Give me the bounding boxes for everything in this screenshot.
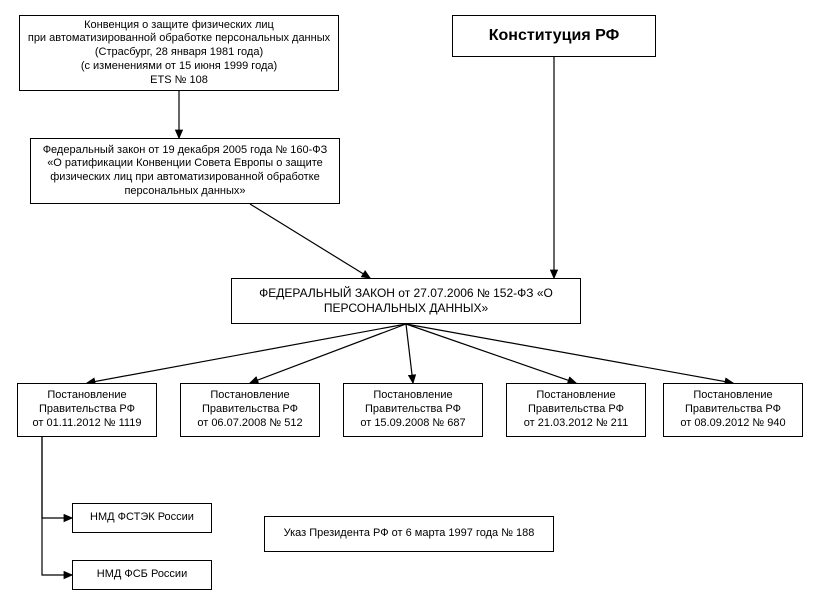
- edge-fz152-decree2: [250, 324, 406, 383]
- node-label: НМД ФСБ России: [97, 568, 187, 582]
- node-fstek: НМД ФСТЭК России: [72, 503, 212, 533]
- node-decree5: Постановление Правительства РФ от 08.09.…: [663, 383, 803, 437]
- edge-fz152-decree1: [87, 324, 406, 383]
- node-constitution: Конституция РФ: [452, 15, 656, 57]
- node-label: Постановление Правительства РФ от 15.09.…: [360, 389, 465, 430]
- edge-decree1-fstek: [42, 437, 72, 518]
- node-decree3: Постановление Правительства РФ от 15.09.…: [343, 383, 483, 437]
- node-fsb: НМД ФСБ России: [72, 560, 212, 590]
- node-label: Конвенция о защите физических лиц при ав…: [28, 19, 330, 88]
- edge-ratification-fz152: [250, 204, 370, 278]
- edge-decree1-fsb: [42, 437, 72, 575]
- node-decree1: Постановление Правительства РФ от 01.11.…: [17, 383, 157, 437]
- node-label: Постановление Правительства РФ от 21.03.…: [524, 389, 628, 430]
- node-ukaz: Указ Президента РФ от 6 марта 1997 года …: [264, 516, 554, 552]
- node-decree2: Постановление Правительства РФ от 06.07.…: [180, 383, 320, 437]
- node-label: Федеральный закон от 19 декабря 2005 год…: [43, 144, 328, 199]
- node-fz152: ФЕДЕРАЛЬНЫЙ ЗАКОН от 27.07.2006 № 152-ФЗ…: [231, 278, 581, 324]
- node-label: Указ Президента РФ от 6 марта 1997 года …: [284, 527, 535, 541]
- node-label: НМД ФСТЭК России: [90, 511, 194, 525]
- edge-fz152-decree4: [406, 324, 576, 383]
- node-label: Конституция РФ: [489, 26, 619, 46]
- node-label: Постановление Правительства РФ от 06.07.…: [197, 389, 302, 430]
- node-label: Постановление Правительства РФ от 08.09.…: [680, 389, 785, 430]
- edge-fz152-decree5: [406, 324, 733, 383]
- node-label: Постановление Правительства РФ от 01.11.…: [33, 389, 142, 430]
- node-decree4: Постановление Правительства РФ от 21.03.…: [506, 383, 646, 437]
- node-ratification: Федеральный закон от 19 декабря 2005 год…: [30, 138, 340, 204]
- node-convention: Конвенция о защите физических лиц при ав…: [19, 15, 339, 91]
- edge-fz152-decree3: [406, 324, 413, 383]
- node-label: ФЕДЕРАЛЬНЫЙ ЗАКОН от 27.07.2006 № 152-ФЗ…: [259, 286, 553, 316]
